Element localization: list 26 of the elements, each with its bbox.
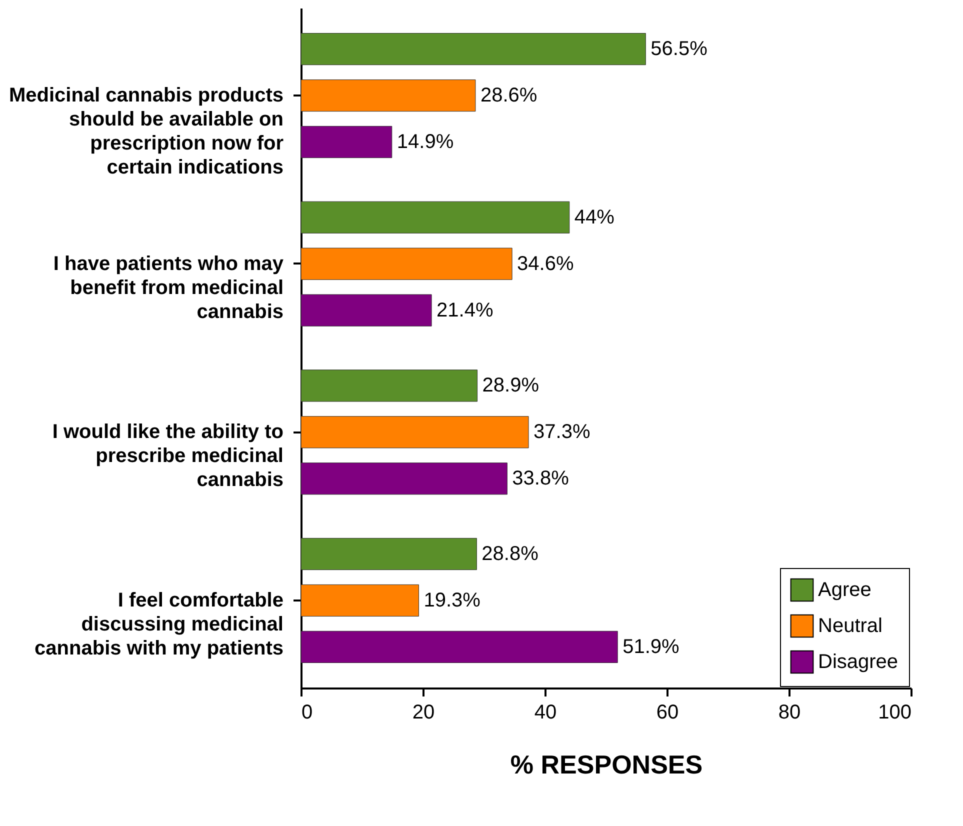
data-label: 37.3%: [534, 421, 590, 444]
x-tick-label: 100: [878, 702, 912, 724]
data-label: 56.5%: [650, 38, 708, 60]
x-axis-title: % RESPONSES: [510, 750, 703, 780]
data-label: 19.3%: [424, 589, 481, 612]
x-tick-label: 0: [302, 702, 313, 724]
y-tick-label: I have patients who may benefit from medicinal cannabis: [53, 252, 284, 323]
x-tick-label: 20: [412, 702, 435, 724]
data-label: 28.9%: [482, 374, 540, 397]
data-label: 51.9%: [622, 636, 680, 658]
legend-label: Agree: [818, 579, 872, 601]
data-label: 33.8%: [512, 468, 570, 490]
x-tick-label: 60: [656, 702, 679, 724]
data-label: 28.8%: [482, 543, 539, 565]
y-tick-label: I feel comfortable discussing medicinal cannabis with my patients: [34, 589, 284, 660]
x-tick-label: 40: [534, 702, 557, 724]
legend-label: Disagree: [818, 651, 898, 673]
data-label: 28.6%: [480, 84, 538, 107]
y-tick-label: Medicinal cannabis products should be available on prescription now for certain indications: [8, 84, 284, 179]
x-tick-label: 80: [778, 702, 801, 724]
legend-label: Neutral: [818, 615, 882, 637]
data-label: 14.9%: [396, 131, 454, 153]
data-label: 21.4%: [436, 299, 494, 322]
y-tick-label: I would like the ability to prescribe medicinal cannabis: [52, 421, 284, 492]
data-label: 44%: [574, 206, 615, 228]
data-label: 34.6%: [517, 252, 574, 275]
